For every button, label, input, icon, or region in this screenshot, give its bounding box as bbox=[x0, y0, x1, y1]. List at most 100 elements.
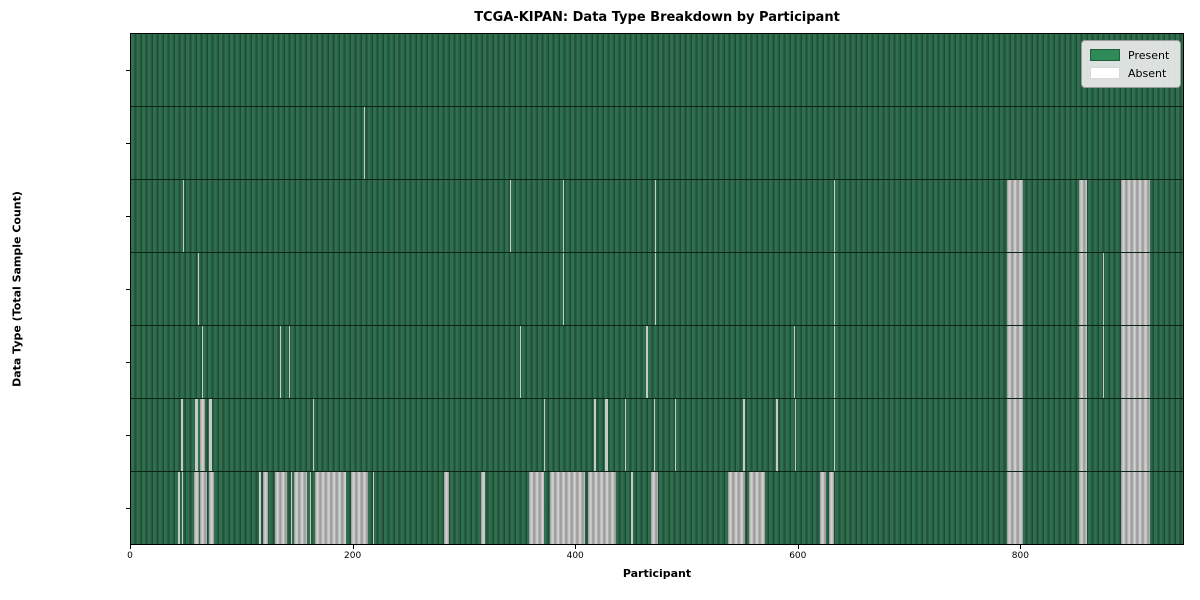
x-tick-label: 800 bbox=[1011, 551, 1029, 561]
absent-stripe bbox=[199, 472, 207, 544]
legend-entry-absent: Absent bbox=[1090, 64, 1172, 82]
absent-stripe bbox=[1078, 253, 1088, 325]
absent-stripe bbox=[1007, 326, 1024, 398]
absent-stripe bbox=[350, 472, 368, 544]
absent-stripe bbox=[1078, 399, 1088, 471]
row-cn bbox=[131, 253, 1183, 326]
absent-stripe bbox=[834, 253, 836, 325]
absent-stripe bbox=[294, 472, 307, 544]
absent-stripe bbox=[373, 472, 375, 544]
absent-stripe bbox=[563, 253, 565, 325]
absent-stripe bbox=[509, 180, 511, 252]
plot-area bbox=[130, 33, 1184, 545]
row-methylation bbox=[131, 180, 1183, 253]
absent-stripe bbox=[195, 399, 198, 471]
x-tick-label: 0 bbox=[127, 551, 133, 561]
absent-stripe bbox=[646, 326, 648, 398]
legend-entry-present: Present bbox=[1090, 46, 1172, 64]
absent-stripe bbox=[544, 399, 546, 471]
absent-stripe bbox=[197, 253, 199, 325]
x-tick-label: 400 bbox=[566, 551, 584, 561]
x-tick-mark bbox=[352, 545, 354, 549]
chart-title: TCGA-KIPAN: Data Type Breakdown by Parti… bbox=[474, 10, 840, 25]
absent-stripe bbox=[594, 399, 597, 471]
absent-stripe bbox=[549, 472, 586, 544]
x-tick-mark bbox=[575, 545, 577, 549]
absent-stripe bbox=[794, 326, 796, 398]
absent-stripe bbox=[563, 180, 565, 252]
row-mir bbox=[131, 399, 1183, 472]
absent-stripe bbox=[1007, 399, 1024, 471]
row-maf bbox=[131, 472, 1183, 544]
absent-stripe bbox=[654, 399, 656, 471]
absent-stripe bbox=[315, 472, 347, 544]
absent-stripe bbox=[834, 399, 836, 471]
absent-stripe bbox=[605, 399, 608, 471]
x-tick-label: 200 bbox=[344, 551, 362, 561]
y-tick-mark bbox=[126, 142, 130, 144]
absent-stripe bbox=[1120, 399, 1150, 471]
absent-stripe bbox=[290, 472, 293, 544]
absent-stripe bbox=[263, 472, 268, 544]
absent-stripe bbox=[625, 399, 627, 471]
y-tick-mark bbox=[126, 289, 130, 290]
absent-stripe bbox=[748, 472, 766, 544]
x-tick-mark bbox=[1020, 545, 1022, 549]
absent-stripe bbox=[208, 399, 213, 471]
row-mrna bbox=[131, 326, 1183, 399]
absent-stripe bbox=[655, 180, 657, 252]
absent-stripe bbox=[1007, 180, 1024, 252]
row-bcr bbox=[131, 34, 1183, 107]
y-tick-mark bbox=[126, 215, 130, 217]
legend-absent-label: Absent bbox=[1128, 66, 1167, 80]
absent-stripe bbox=[1078, 326, 1088, 398]
absent-stripe bbox=[1007, 472, 1024, 544]
absent-stripe bbox=[828, 472, 835, 544]
x-tick-label: 600 bbox=[789, 551, 807, 561]
absent-stripe bbox=[587, 472, 617, 544]
absent-stripe bbox=[776, 399, 778, 471]
present-swatch-icon bbox=[1090, 49, 1120, 61]
absent-stripe bbox=[444, 472, 449, 544]
absent-stripe bbox=[177, 472, 180, 544]
absent-swatch-icon bbox=[1090, 67, 1120, 79]
absent-stripe bbox=[834, 326, 836, 398]
absent-stripe bbox=[1120, 180, 1150, 252]
absent-stripe bbox=[743, 399, 746, 471]
absent-stripe bbox=[1120, 253, 1150, 325]
absent-stripe bbox=[1103, 253, 1105, 325]
legend-present-label: Present bbox=[1128, 48, 1170, 62]
absent-stripe bbox=[834, 180, 836, 252]
absent-stripe bbox=[1078, 180, 1088, 252]
absent-stripe bbox=[819, 472, 827, 544]
absent-stripe bbox=[630, 472, 634, 544]
absent-stripe bbox=[288, 326, 290, 398]
absent-stripe bbox=[364, 107, 366, 179]
y-tick-mark bbox=[126, 435, 130, 437]
absent-stripe bbox=[1103, 326, 1105, 398]
absent-stripe bbox=[183, 180, 185, 252]
absent-stripe bbox=[279, 326, 281, 398]
y-axis-label: Data Type (Total Sample Count) bbox=[10, 191, 24, 387]
absent-stripe bbox=[258, 472, 261, 544]
absent-stripe bbox=[650, 472, 658, 544]
x-tick-mark bbox=[797, 545, 799, 549]
absent-stripe bbox=[528, 472, 545, 544]
absent-stripe bbox=[309, 472, 311, 544]
x-tick-mark bbox=[130, 545, 131, 549]
absent-stripe bbox=[202, 326, 204, 398]
absent-stripe bbox=[655, 253, 657, 325]
row-clinical bbox=[131, 107, 1183, 180]
absent-stripe bbox=[1078, 472, 1088, 544]
absent-stripe bbox=[675, 399, 677, 471]
absent-stripe bbox=[727, 472, 746, 544]
absent-stripe bbox=[480, 472, 486, 544]
absent-stripe bbox=[1007, 253, 1024, 325]
absent-stripe bbox=[1120, 472, 1150, 544]
y-tick-mark bbox=[126, 362, 130, 364]
absent-stripe bbox=[208, 472, 215, 544]
absent-stripe bbox=[275, 472, 287, 544]
y-tick-mark bbox=[126, 69, 130, 71]
absent-stripe bbox=[182, 472, 184, 544]
